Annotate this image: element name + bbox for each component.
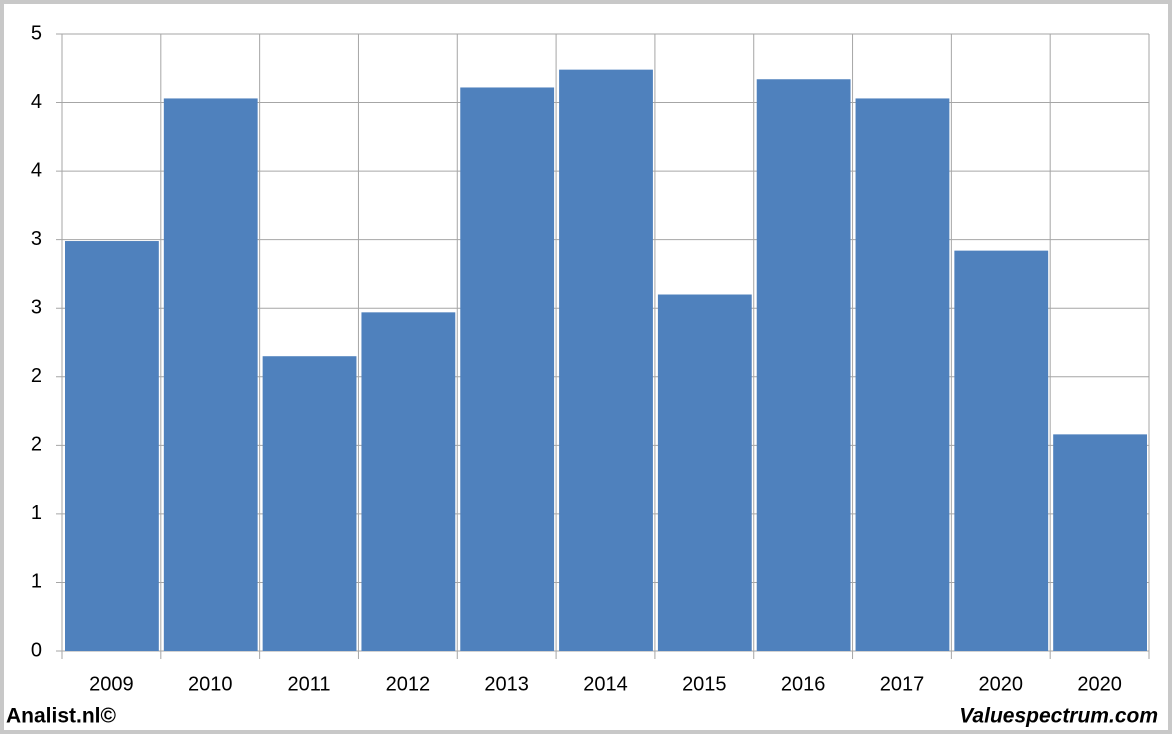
- bar: [460, 87, 555, 652]
- y-tick-label: 5: [31, 22, 42, 44]
- y-tick-label: 1: [31, 571, 42, 593]
- bar: [954, 250, 1049, 651]
- footer-left: Analist.nl©: [6, 705, 117, 728]
- y-tick-label: 4: [31, 159, 42, 181]
- bar: [1053, 434, 1147, 651]
- bar: [559, 69, 653, 652]
- x-tick-label: 2015: [682, 673, 727, 695]
- bar: [262, 356, 357, 651]
- footer-right: Valuespectrum.com: [959, 705, 1158, 728]
- y-tick-label: 2: [31, 365, 42, 387]
- y-tick-label: 3: [31, 228, 42, 250]
- y-tick-label: 4: [31, 91, 42, 113]
- x-tick-label: 2017: [880, 673, 925, 695]
- x-tick-label: 2009: [89, 673, 134, 695]
- y-tick-label: 2: [31, 434, 42, 456]
- x-tick-label: 2010: [188, 673, 233, 695]
- y-tick-label: 0: [31, 639, 42, 661]
- bar: [163, 98, 258, 652]
- bar: [756, 79, 851, 652]
- bar: [657, 294, 752, 651]
- x-tick-label: 2013: [484, 673, 529, 695]
- bar: [855, 98, 950, 652]
- y-tick-label: 3: [31, 297, 42, 319]
- x-tick-label: 2020: [979, 673, 1024, 695]
- bar: [361, 312, 456, 651]
- x-tick-label: 2020: [1077, 673, 1122, 695]
- x-tick-label: 2011: [288, 673, 331, 695]
- x-tick-label: 2016: [781, 673, 826, 695]
- bar: [65, 241, 159, 651]
- y-tick-label: 1: [31, 502, 42, 524]
- x-tick-label: 2012: [386, 673, 431, 695]
- x-tick-label: 2014: [583, 673, 628, 695]
